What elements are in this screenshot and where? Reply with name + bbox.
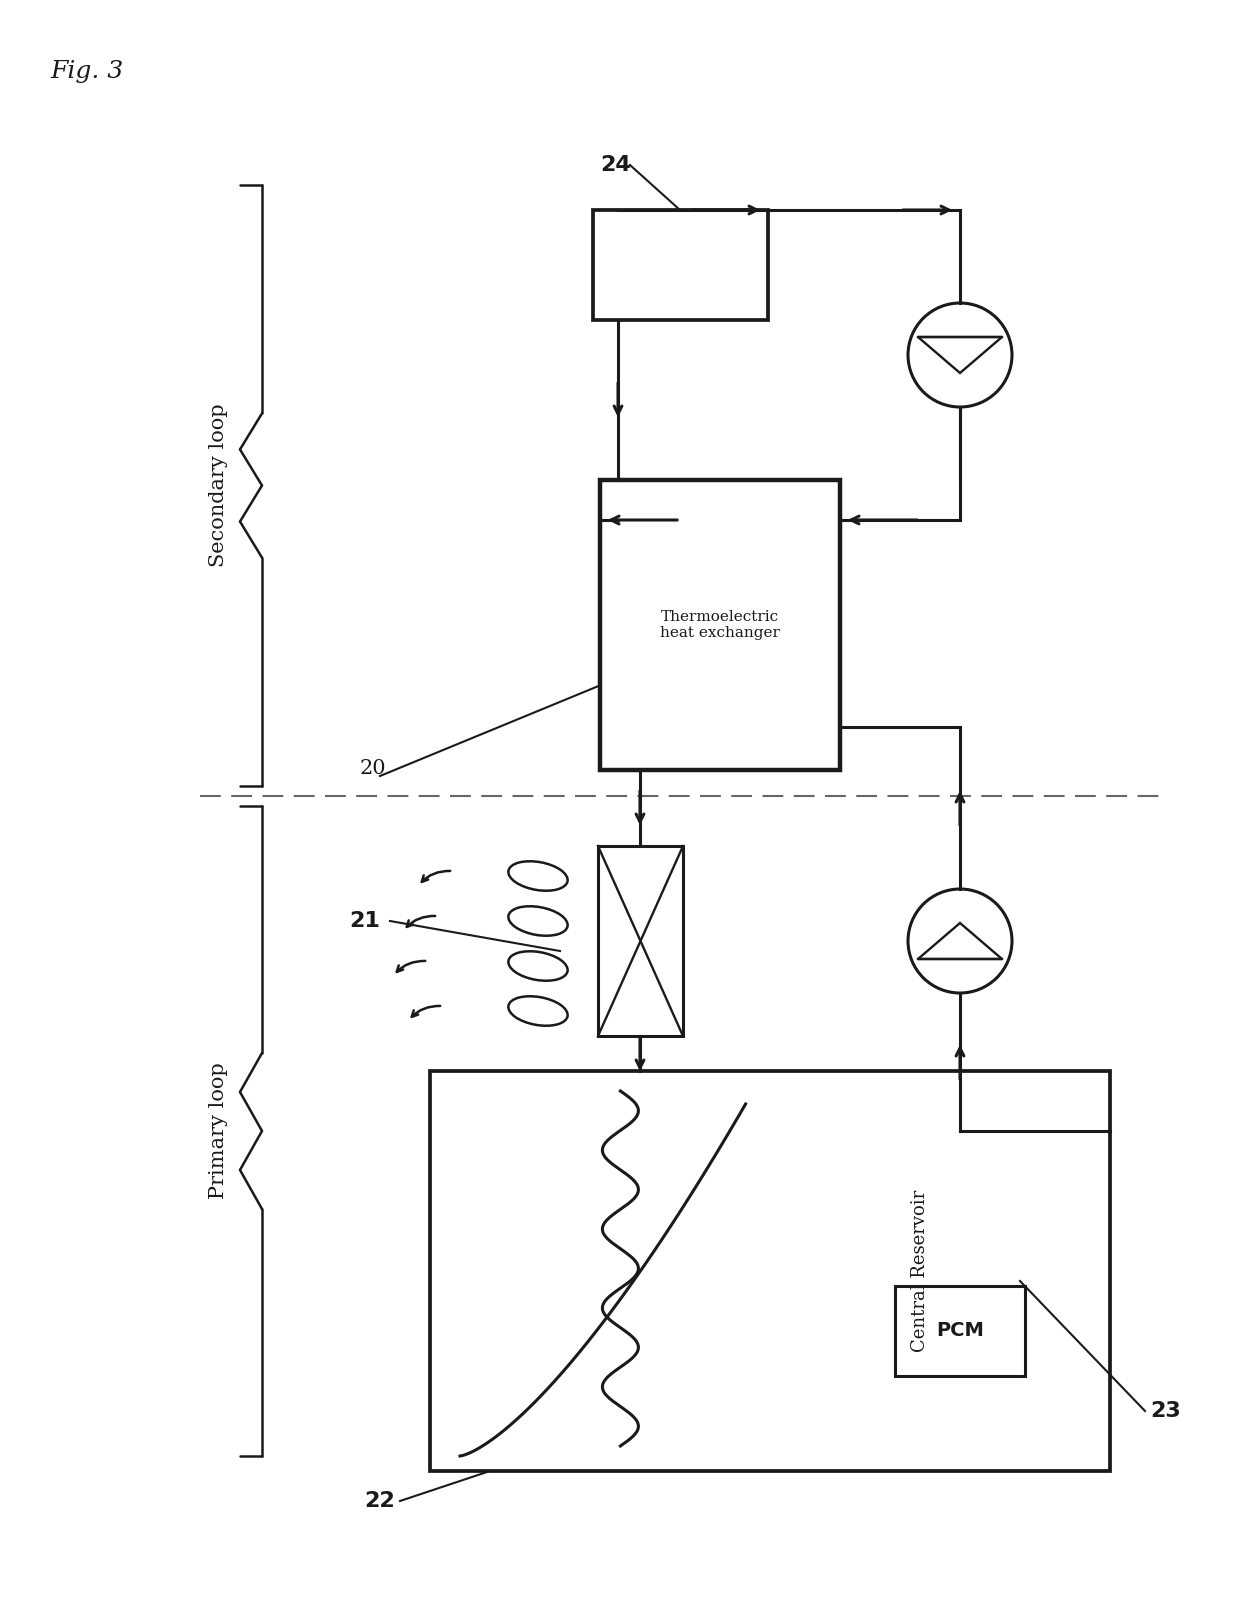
Text: 21: 21 [350, 911, 379, 931]
Bar [598, 847, 683, 1036]
Text: Secondary loop: Secondary loop [210, 404, 228, 567]
Text: 23: 23 [1149, 1401, 1180, 1420]
Text: PCM: PCM [936, 1322, 985, 1341]
Text: 22: 22 [365, 1492, 396, 1511]
Text: Central Reservoir: Central Reservoir [910, 1189, 929, 1353]
Text: 20: 20 [360, 760, 387, 777]
Bar [430, 1071, 1110, 1471]
Text: Primary loop: Primary loop [210, 1063, 228, 1199]
Text: Thermoelectric
heat exchanger: Thermoelectric heat exchanger [660, 609, 780, 640]
Text: 24: 24 [600, 155, 631, 175]
Text: Fig. 3: Fig. 3 [50, 60, 123, 82]
Bar [593, 210, 768, 320]
Bar [895, 1286, 1025, 1375]
Bar [600, 480, 839, 769]
